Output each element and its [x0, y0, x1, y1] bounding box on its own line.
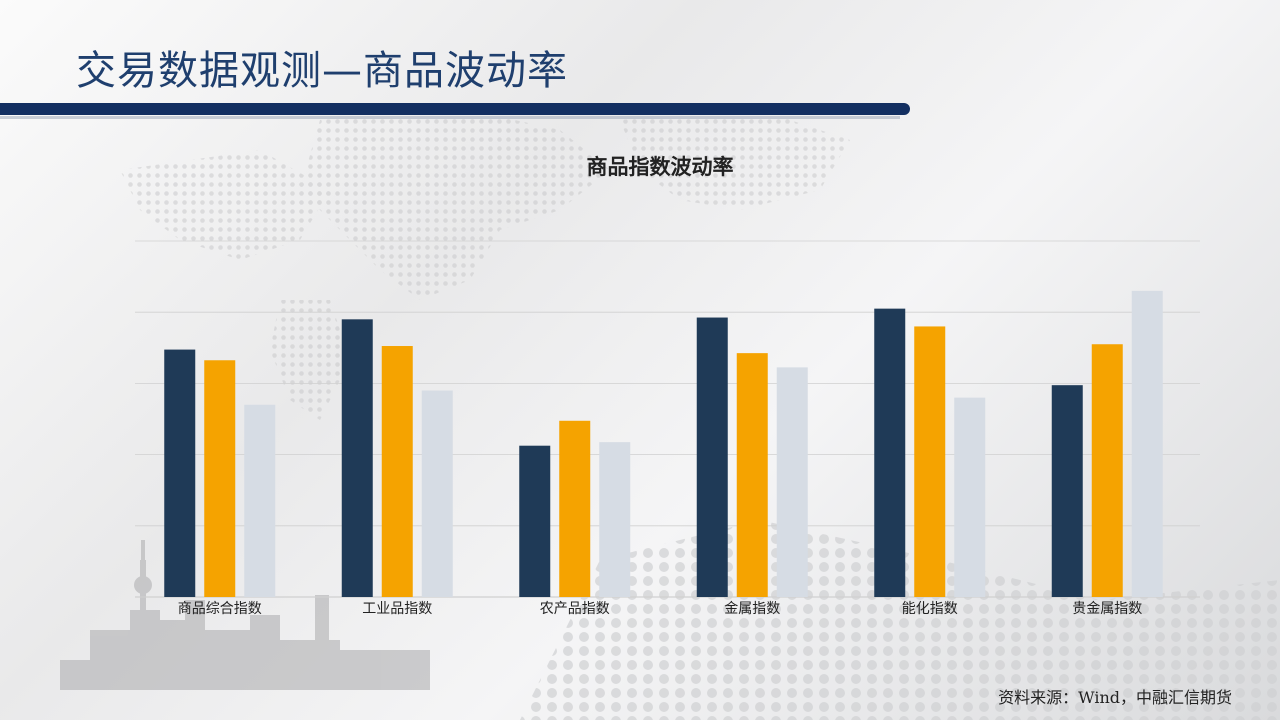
title-underline-bar: [0, 103, 910, 115]
bar-series-3: [244, 404, 276, 597]
bar-series-2: [1091, 344, 1123, 597]
bar-series-2: [559, 420, 591, 597]
source-note: 资料来源：Wind，中融汇信期货: [998, 688, 1232, 707]
bar-series-1: [874, 308, 906, 597]
bar-series-1: [519, 445, 551, 597]
chart-gridlines: [135, 240, 1200, 598]
bar-series-2: [914, 326, 946, 597]
bar-series-3: [1131, 290, 1163, 597]
category-label: 能化指数: [902, 601, 958, 617]
bar-series-1: [1051, 385, 1083, 597]
category-label: 金属指数: [724, 601, 780, 617]
bar-series-3: [954, 397, 986, 597]
category-label: 农产品指数: [540, 601, 610, 617]
chart-category-labels: 商品综合指数 工业品指数 农产品指数 金属指数 能化指数 贵金属指数: [178, 601, 1143, 617]
bar-series-1: [341, 319, 373, 597]
title-underline-shadow: [0, 116, 900, 119]
bar-series-1: [164, 349, 196, 597]
world-map-decoration: [120, 110, 850, 420]
bar-series-3: [776, 367, 808, 597]
chart-title: 商品指数波动率: [587, 155, 734, 179]
bar-series-2: [736, 353, 768, 597]
bar-series-2: [204, 360, 236, 597]
bar-series-1: [696, 317, 728, 597]
bar-series-3: [421, 390, 453, 597]
category-label: 工业品指数: [362, 601, 432, 617]
category-label: 商品综合指数: [178, 601, 262, 617]
bar-series-2: [381, 346, 413, 597]
bar-series-3: [599, 442, 631, 597]
city-skyline-decoration: [60, 540, 430, 690]
chart-bars: [164, 290, 1163, 597]
category-label: 贵金属指数: [1072, 601, 1142, 617]
slide-title: 交易数据观测—商品波动率: [76, 48, 568, 94]
